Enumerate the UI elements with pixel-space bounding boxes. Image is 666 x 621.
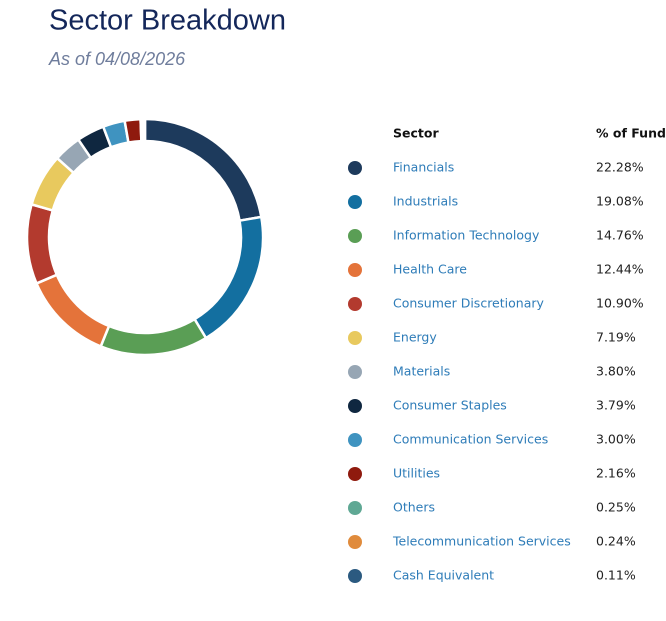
sector-value: 10.90% xyxy=(596,296,644,311)
sector-name: Consumer Staples xyxy=(393,398,507,413)
donut-segment xyxy=(142,117,147,143)
sector-name: Health Care xyxy=(393,262,467,277)
sector-name: Information Technology xyxy=(393,228,540,243)
donut-segment xyxy=(25,202,59,286)
donut-segment xyxy=(34,273,111,349)
sector-value: 7.19% xyxy=(596,330,636,345)
column-header: % of Fund xyxy=(596,126,666,141)
sector-name: Energy xyxy=(393,330,437,345)
donut-segment xyxy=(192,215,265,340)
sector-value: 14.76% xyxy=(596,228,644,243)
sector-name: Financials xyxy=(393,160,454,175)
legend-swatch xyxy=(348,399,362,413)
donut-segment xyxy=(123,117,143,144)
sector-value: 12.44% xyxy=(596,262,644,277)
chart-title: Sector Breakdown xyxy=(49,5,286,37)
sector-value: 3.79% xyxy=(596,398,636,413)
legend-swatch xyxy=(348,229,362,243)
column-header: Sector xyxy=(393,126,439,141)
sector-value: 0.25% xyxy=(596,500,636,515)
legend-swatch xyxy=(348,569,362,583)
chart-subtitle: As of 04/08/2026 xyxy=(48,49,186,69)
sector-name: Cash Equivalent xyxy=(393,568,494,583)
donut-segment xyxy=(143,117,263,223)
sector-name: Utilities xyxy=(393,466,440,481)
sector-value: 22.28% xyxy=(596,160,644,175)
legend-swatch xyxy=(348,467,362,481)
sector-name: Telecommunication Services xyxy=(392,534,571,549)
sector-name: Industrials xyxy=(393,194,458,209)
legend-swatch xyxy=(348,195,362,209)
sector-name: Consumer Discretionary xyxy=(393,296,544,311)
legend-swatch xyxy=(348,297,362,311)
sector-value: 19.08% xyxy=(596,194,644,209)
legend-swatch xyxy=(348,263,362,277)
sector-value: 0.24% xyxy=(596,534,636,549)
donut-segment xyxy=(99,317,208,357)
sector-value: 0.11% xyxy=(596,568,636,583)
legend-swatch xyxy=(348,535,362,549)
legend-swatch xyxy=(348,331,362,345)
sector-value: 2.16% xyxy=(596,466,636,481)
sector-name: Others xyxy=(393,500,435,515)
legend-swatch xyxy=(348,501,362,515)
sector-value: 3.80% xyxy=(596,364,636,379)
legend-swatch xyxy=(348,161,362,175)
legend-swatch xyxy=(348,433,362,447)
sector-name: Materials xyxy=(393,364,450,379)
legend-swatch xyxy=(348,365,362,379)
sector-name: Communication Services xyxy=(393,432,548,447)
sector-value: 3.00% xyxy=(596,432,636,447)
